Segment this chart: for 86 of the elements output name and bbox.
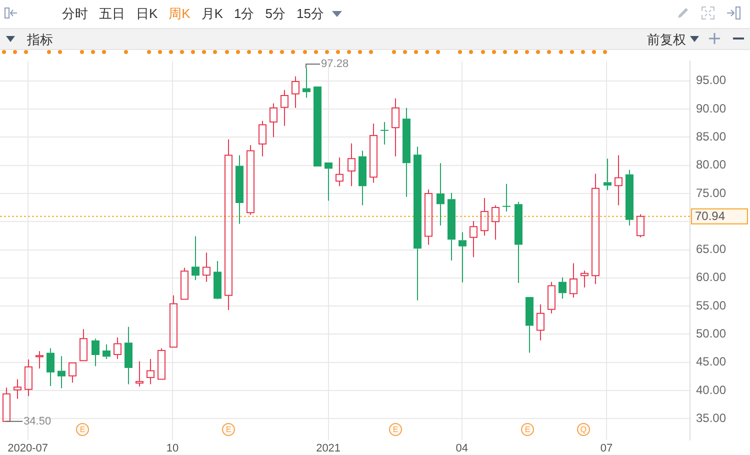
candlestick <box>604 158 612 191</box>
candlestick <box>614 154 622 206</box>
candlestick <box>36 350 44 370</box>
candlestick <box>24 359 32 397</box>
candlestick <box>258 120 266 157</box>
candlestick <box>124 326 132 385</box>
y-tick-label: 55.00 <box>696 298 726 312</box>
candlestick <box>414 146 422 301</box>
candlestick <box>58 356 66 389</box>
candlestick <box>336 156 344 187</box>
candlestick <box>324 162 332 202</box>
text: 前复权 <box>647 31 686 49</box>
text: 5分 <box>265 4 286 22</box>
event-badge: E <box>76 423 89 436</box>
candlestick <box>526 297 534 354</box>
candlestick <box>492 204 500 240</box>
text: 日K <box>136 4 158 22</box>
x-tick-label: 2021 <box>316 442 341 455</box>
candlestick <box>448 192 456 261</box>
text: 周K <box>168 4 190 22</box>
y-tick-label: 90.00 <box>696 101 726 116</box>
y-tick-label: 80.00 <box>696 158 726 172</box>
candlestick <box>480 197 488 236</box>
candlestick <box>348 142 356 187</box>
y-tick-label: 40.00 <box>696 382 726 397</box>
x-tick-label: 2020-07 <box>8 442 48 455</box>
text: 月K <box>201 4 224 22</box>
candlestick <box>580 270 588 288</box>
candlestick <box>224 138 232 310</box>
x-tick-label: 07 <box>600 442 613 455</box>
candlestick <box>236 154 244 224</box>
y-tick-label: 95.00 <box>696 73 726 88</box>
candlestick <box>536 304 544 341</box>
candlestick <box>302 68 310 98</box>
y-tick-label: 85.00 <box>696 130 726 144</box>
candlestick <box>380 121 388 145</box>
text: 分时 <box>62 4 88 22</box>
annotation: 34.50 <box>24 415 52 428</box>
candlestick <box>170 294 178 348</box>
candlestick <box>80 328 88 362</box>
candlestick <box>370 123 378 184</box>
text: 指标 <box>27 31 53 49</box>
candlestick <box>392 98 400 157</box>
candlestick <box>270 102 278 138</box>
candlestick <box>92 338 100 367</box>
x-tick-label: 10 <box>166 442 179 455</box>
annotation: 97.28 <box>321 58 349 70</box>
candlestick <box>358 150 366 206</box>
event-badge: E <box>222 423 235 436</box>
candlestick <box>458 232 466 283</box>
candlestick <box>14 378 22 400</box>
y-tick-label: 60.00 <box>696 270 726 284</box>
candlestick <box>626 169 634 226</box>
ref-line-label: 70.94 <box>695 209 726 224</box>
candlestick <box>436 162 444 226</box>
candlestick <box>192 236 200 281</box>
y-tick-label: 45.00 <box>696 354 726 369</box>
y-tick-label: 35.00 <box>696 410 726 425</box>
candlestick <box>136 360 144 388</box>
text: 1分 <box>234 4 254 22</box>
candlestick <box>102 344 110 360</box>
candlestick <box>214 260 222 299</box>
candlestick <box>292 76 300 108</box>
candlestick <box>402 107 410 198</box>
candlestick <box>2 387 10 422</box>
candlestick <box>46 348 54 386</box>
candlestick <box>570 262 578 298</box>
y-tick-label: 50.00 <box>696 326 726 340</box>
y-tick-label: 65.00 <box>696 242 726 256</box>
x-tick-label: 04 <box>456 442 468 455</box>
y-tick-label: 75.00 <box>696 186 726 200</box>
candlestick <box>114 337 122 360</box>
event-badge: E <box>389 423 402 436</box>
candlestick <box>514 201 522 284</box>
event-badge: E <box>521 423 534 436</box>
candlestick <box>502 183 510 212</box>
candlestick <box>558 276 566 300</box>
candlestick <box>592 173 600 285</box>
text: 15分 <box>296 4 324 22</box>
candlestick <box>202 252 210 282</box>
candlestick <box>280 89 288 126</box>
text: 五日 <box>99 4 125 22</box>
candlestick <box>470 220 478 258</box>
candlestick <box>146 358 154 385</box>
event-badge: Q <box>577 423 590 436</box>
candlestick <box>424 189 432 246</box>
